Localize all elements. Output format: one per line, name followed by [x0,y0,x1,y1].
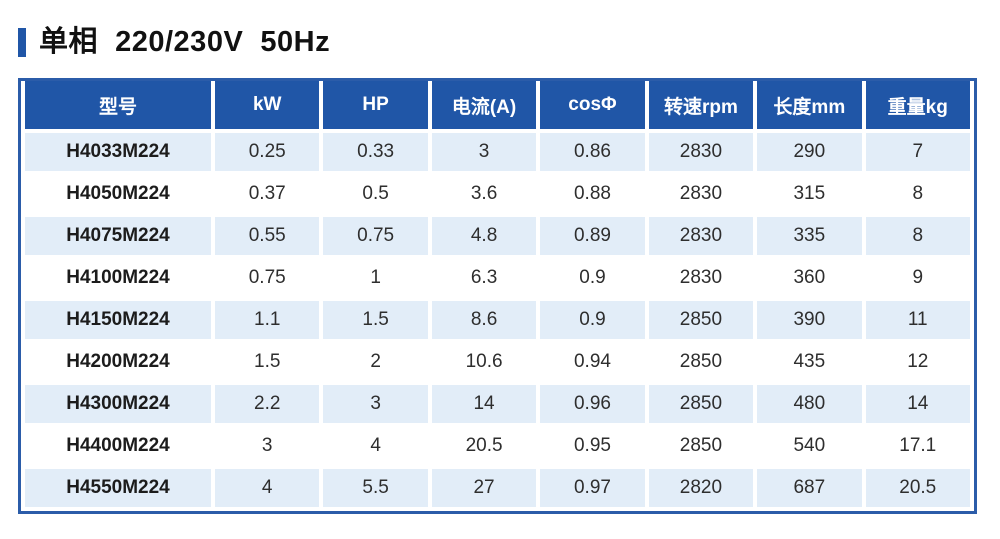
value-cell-length-mm: 315 [757,175,862,213]
table-row: H4033M224 0.25 0.33 3 0.86 2830 290 7 [25,133,970,171]
value-cell-current-a: 20.5 [431,427,537,465]
value-cell-hp: 4 [323,427,428,465]
value-cell-current-a: 3.6 [431,175,537,213]
value-cell-kw: 1.5 [215,343,320,381]
table-row: H4075M224 0.55 0.75 4.8 0.89 2830 335 8 [25,217,970,255]
value-cell-kw: 4 [215,469,320,507]
value-cell-cos-phi: 0.9 [540,301,645,339]
model-cell: H4075M224 [25,217,211,255]
spec-table: 型号 kW HP 电流(A) cosΦ 转速rpm 长度mm 重量kg H4033M224 0.… [21,81,974,511]
column-header-length-mm: 长度mm [757,81,862,129]
table-row: H4050M224 0.37 0.5 3.6 0.88 2830 315 8 [25,175,970,213]
value-cell-hp: 0.75 [323,217,428,255]
spec-table-wrapper: 型号 kW HP 电流(A) cosΦ 转速rpm 长度mm 重量kg H4033M224 0.… [18,78,977,514]
value-cell-weight-kg: 14 [865,385,970,423]
value-cell-weight-kg: 7 [865,133,970,171]
value-cell-hp: 0.33 [323,133,428,171]
value-cell-kw: 0.55 [215,217,320,255]
value-cell-speed-rpm: 2850 [648,427,754,465]
value-cell-hp: 3 [323,385,428,423]
value-cell-speed-rpm: 2830 [648,259,754,297]
value-cell-current-a: 10.6 [431,343,537,381]
value-cell-current-a: 3 [431,133,537,171]
value-cell-weight-kg: 11 [865,301,970,339]
column-header-current-a: 电流(A) [431,81,537,129]
value-cell-hp: 0.5 [323,175,428,213]
model-cell: H4050M224 [25,175,211,213]
table-row: H4400M224 3 4 20.5 0.95 2850 540 17.1 [25,427,970,465]
value-cell-weight-kg: 12 [865,343,970,381]
value-cell-cos-phi: 0.95 [540,427,645,465]
column-header-hp: HP [323,81,428,129]
value-cell-kw: 0.75 [215,259,320,297]
model-cell: H4100M224 [25,259,211,297]
value-cell-current-a: 4.8 [431,217,537,255]
table-row: H4550M224 4 5.5 27 0.97 2820 687 20.5 [25,469,970,507]
value-cell-length-mm: 540 [757,427,862,465]
value-cell-length-mm: 390 [757,301,862,339]
header-row: 型号 kW HP 电流(A) cosΦ 转速rpm 长度mm 重量kg [25,81,970,129]
value-cell-length-mm: 480 [757,385,862,423]
value-cell-speed-rpm: 2850 [648,343,754,381]
value-cell-length-mm: 435 [757,343,862,381]
spec-table-body: H4033M224 0.25 0.33 3 0.86 2830 290 7 H4050M224 0… [25,133,970,507]
value-cell-length-mm: 687 [757,469,862,507]
value-cell-cos-phi: 0.89 [540,217,645,255]
table-row: H4150M224 1.1 1.5 8.6 0.9 2850 390 11 [25,301,970,339]
value-cell-speed-rpm: 2830 [648,133,754,171]
value-cell-cos-phi: 0.94 [540,343,645,381]
page-title: 单相 220/230V 50Hz [39,26,331,58]
value-cell-hp: 1.5 [323,301,428,339]
column-header-speed-rpm: 转速rpm [648,81,754,129]
model-cell: H4550M224 [25,469,211,507]
value-cell-speed-rpm: 2830 [648,175,754,213]
model-cell: H4400M224 [25,427,211,465]
value-cell-kw: 0.25 [215,133,320,171]
value-cell-length-mm: 290 [757,133,862,171]
value-cell-current-a: 6.3 [431,259,537,297]
value-cell-hp: 1 [323,259,428,297]
value-cell-current-a: 27 [431,469,537,507]
value-cell-kw: 0.37 [215,175,320,213]
value-cell-length-mm: 360 [757,259,862,297]
model-cell: H4200M224 [25,343,211,381]
value-cell-cos-phi: 0.96 [540,385,645,423]
value-cell-hp: 2 [323,343,428,381]
table-row: H4200M224 1.5 2 10.6 0.94 2850 435 12 [25,343,970,381]
value-cell-cos-phi: 0.9 [540,259,645,297]
title-accent-bar-icon [18,27,26,57]
value-cell-speed-rpm: 2820 [648,469,754,507]
value-cell-weight-kg: 9 [865,259,970,297]
value-cell-speed-rpm: 2830 [648,217,754,255]
value-cell-kw: 2.2 [215,385,320,423]
value-cell-weight-kg: 8 [865,217,970,255]
value-cell-weight-kg: 17.1 [865,427,970,465]
value-cell-current-a: 8.6 [431,301,537,339]
column-header-model: 型号 [25,81,211,129]
value-cell-weight-kg: 20.5 [865,469,970,507]
spec-table-header: 型号 kW HP 电流(A) cosΦ 转速rpm 长度mm 重量kg [25,81,970,129]
section-title-row: 单相 220/230V 50Hz [0,0,1000,58]
value-cell-kw: 1.1 [215,301,320,339]
value-cell-hp: 5.5 [323,469,428,507]
table-row: H4300M224 2.2 3 14 0.96 2850 480 14 [25,385,970,423]
value-cell-speed-rpm: 2850 [648,385,754,423]
value-cell-speed-rpm: 2850 [648,301,754,339]
model-cell: H4150M224 [25,301,211,339]
value-cell-cos-phi: 0.88 [540,175,645,213]
value-cell-kw: 3 [215,427,320,465]
column-header-kw: kW [215,81,320,129]
value-cell-length-mm: 335 [757,217,862,255]
value-cell-cos-phi: 0.97 [540,469,645,507]
column-header-weight-kg: 重量kg [865,81,970,129]
table-row: H4100M224 0.75 1 6.3 0.9 2830 360 9 [25,259,970,297]
value-cell-weight-kg: 8 [865,175,970,213]
value-cell-current-a: 14 [431,385,537,423]
model-cell: H4033M224 [25,133,211,171]
model-cell: H4300M224 [25,385,211,423]
value-cell-cos-phi: 0.86 [540,133,645,171]
column-header-cos-phi: cosΦ [540,81,645,129]
